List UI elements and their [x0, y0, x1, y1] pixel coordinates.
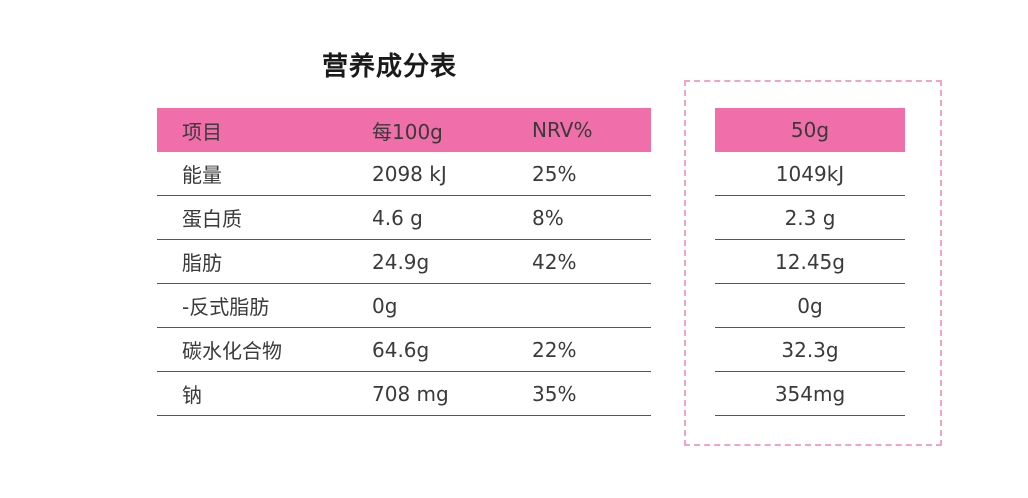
- row-label: 碳水化合物: [182, 339, 282, 363]
- row-per-100g: 0g: [372, 293, 398, 318]
- header-per-100g: 每100g: [372, 119, 443, 144]
- row-nrv: 8%: [532, 205, 564, 230]
- row-per-100g: 2098 kJ: [372, 161, 447, 186]
- per-serving-header: 50g: [715, 108, 905, 152]
- table-row-sodium: 钠 708 mg 35%: [157, 372, 651, 416]
- table-row-energy: 能量 2098 kJ 25%: [157, 152, 651, 196]
- per-serving-row-fat: 12.45g: [715, 240, 905, 284]
- row-per-100g: 708 mg: [372, 381, 449, 406]
- row-nrv: 22%: [532, 337, 577, 362]
- nutrition-table: 项目 每100g NRV% 能量 2098 kJ 25% 蛋白质 4.6 g 8…: [157, 108, 651, 416]
- row-per-100g: 24.9g: [372, 249, 430, 274]
- per-serving-row-trans-fat: 0g: [715, 284, 905, 328]
- row-label: 脂肪: [182, 251, 222, 275]
- header-nrv: NRV%: [532, 118, 593, 142]
- nutrition-table-header: 项目 每100g NRV%: [157, 108, 651, 152]
- table-row-trans-fat: -反式脂肪 0g: [157, 284, 651, 328]
- per-serving-dashed-box: [684, 80, 942, 446]
- row-label: 蛋白质: [182, 207, 242, 231]
- per-serving-row-protein: 2.3 g: [715, 196, 905, 240]
- per-serving-value: 1049kJ: [775, 161, 845, 186]
- table-row-protein: 蛋白质 4.6 g 8%: [157, 196, 651, 240]
- row-nrv: 25%: [532, 161, 577, 186]
- per-serving-value: 354mg: [774, 381, 846, 406]
- table-row-carbohydrate: 碳水化合物 64.6g 22%: [157, 328, 651, 372]
- per-serving-table: 50g 1049kJ 2.3 g 12.45g 0g 32.3g 354mg: [715, 108, 905, 416]
- header-per-50g: 50g: [790, 118, 830, 142]
- per-serving-value: 2.3 g: [784, 205, 836, 230]
- row-label: 钠: [182, 383, 202, 407]
- row-per-100g: 4.6 g: [372, 205, 423, 230]
- page-title: 营养成分表: [322, 52, 458, 82]
- per-serving-value: 12.45g: [775, 249, 845, 274]
- per-serving-value: 32.3g: [781, 337, 839, 362]
- per-serving-value: 0g: [797, 293, 823, 318]
- per-serving-row-sodium: 354mg: [715, 372, 905, 416]
- row-label: 能量: [182, 163, 222, 187]
- row-nrv: 42%: [532, 249, 577, 274]
- row-nrv: 35%: [532, 381, 577, 406]
- per-serving-row-energy: 1049kJ: [715, 152, 905, 196]
- table-row-fat: 脂肪 24.9g 42%: [157, 240, 651, 284]
- per-serving-row-carbohydrate: 32.3g: [715, 328, 905, 372]
- row-label: -反式脂肪: [182, 295, 270, 319]
- header-item: 项目: [182, 119, 222, 144]
- row-per-100g: 64.6g: [372, 337, 430, 362]
